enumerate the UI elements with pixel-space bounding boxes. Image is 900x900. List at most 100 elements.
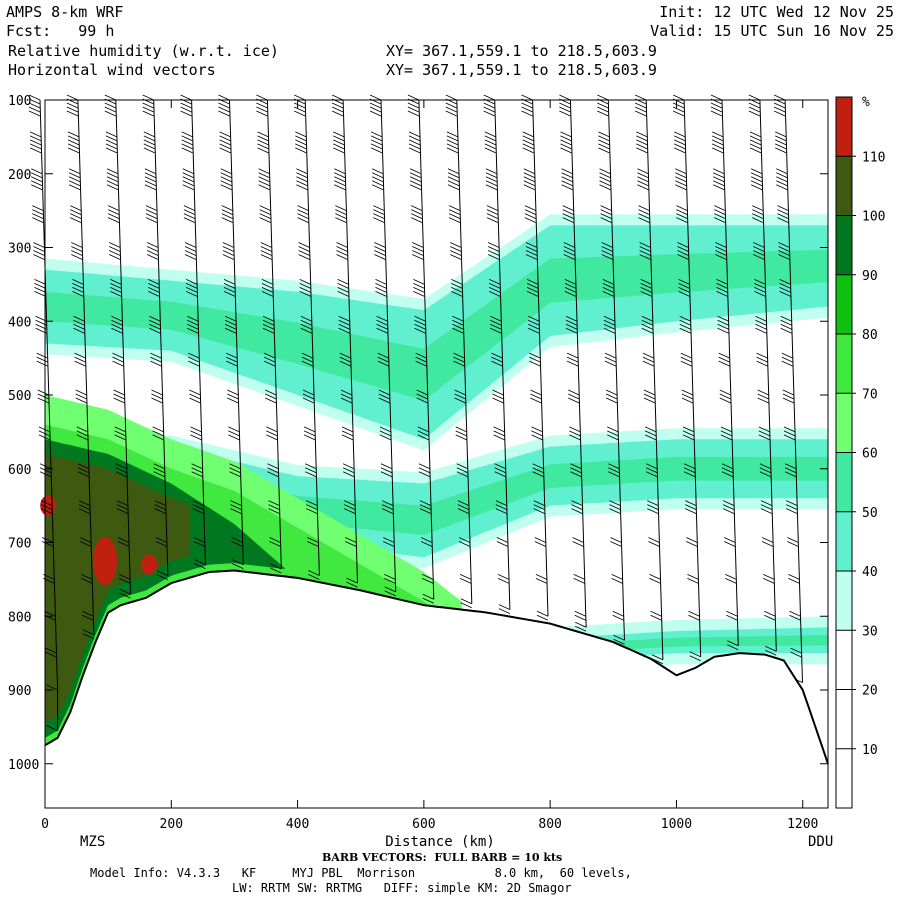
barb-feather	[384, 578, 396, 584]
barb-feather	[148, 291, 160, 297]
barb-feather	[419, 504, 432, 510]
barb-feather	[152, 426, 164, 433]
barb-feather	[416, 397, 428, 404]
barb-feather	[788, 574, 800, 580]
barb-feather	[301, 356, 314, 363]
colorbar-label: 40	[862, 565, 878, 580]
barb-feather	[115, 467, 127, 474]
barb-feather	[677, 250, 689, 256]
barb-feather	[483, 94, 495, 101]
barb-feather	[150, 360, 162, 367]
barb-feather	[484, 139, 496, 146]
barb-feather	[650, 610, 662, 617]
barb-feather	[536, 610, 549, 617]
barb-feather	[296, 184, 308, 191]
barb-feather	[681, 393, 694, 400]
barb-feather	[229, 463, 241, 470]
barb-feather	[184, 250, 197, 256]
barb-feather	[452, 323, 464, 330]
barb-feather	[184, 254, 197, 260]
barb-feather	[150, 352, 162, 359]
barb-feather	[609, 504, 621, 510]
barb-feather	[38, 434, 51, 441]
barb-feather	[498, 608, 511, 614]
barb-feather	[564, 283, 577, 289]
barb-feather	[749, 143, 762, 150]
barb-feather	[526, 279, 539, 285]
barb-feather	[189, 393, 201, 400]
barb-feather	[295, 139, 307, 146]
barb-feather	[485, 168, 498, 175]
barb-feather	[760, 500, 773, 506]
barb-feather	[76, 434, 88, 441]
barb-feather	[750, 168, 763, 175]
plot-frame	[44, 99, 829, 809]
barb-feather	[640, 287, 652, 293]
barb-feather	[267, 467, 279, 474]
barb-feather	[377, 356, 389, 363]
barb-feather	[492, 393, 504, 400]
barb-feather	[187, 315, 199, 322]
barb-feather	[755, 327, 767, 334]
barb-feather	[68, 168, 81, 175]
barb-feather	[674, 139, 686, 146]
barb-feather	[143, 135, 155, 142]
barb-feather	[599, 168, 611, 175]
barb-feather	[383, 537, 395, 543]
barb-feather	[218, 102, 230, 109]
barb-feather	[523, 180, 535, 187]
barb-feather	[144, 184, 157, 191]
barb-feather	[342, 467, 355, 474]
barb-feather	[609, 500, 621, 506]
barb-feather	[344, 504, 356, 510]
barb-feather	[111, 319, 123, 326]
xsec-coords-1: XY= 367.1,559.1 to 218.5,603.9	[386, 42, 657, 60]
barb-feather	[687, 578, 699, 584]
barb-feather	[685, 508, 697, 514]
barb-feather	[455, 426, 467, 433]
barb-feather	[775, 131, 787, 138]
barb-feather	[298, 250, 310, 256]
barb-feather	[373, 217, 385, 223]
barb-feather	[257, 131, 269, 138]
barb-feather	[490, 319, 502, 326]
barb-feather	[722, 500, 735, 506]
barb-feather	[151, 389, 163, 396]
barb-feather	[526, 291, 539, 297]
barb-feather	[156, 570, 169, 577]
barb-feather	[72, 291, 84, 297]
barb-feather	[456, 463, 468, 470]
barb-feather	[258, 184, 270, 191]
barb-feather	[608, 471, 620, 478]
barb-feather	[104, 102, 116, 109]
barb-column	[39, 99, 59, 731]
barb-feather	[451, 291, 463, 297]
barb-feather	[230, 508, 242, 514]
barb-feather	[612, 614, 624, 621]
barb-feather	[257, 135, 269, 142]
barb-feather	[372, 172, 384, 179]
barb-feather	[71, 242, 83, 248]
barb-feather	[689, 651, 701, 658]
barb-feather	[689, 655, 701, 662]
colorbar-label: 70	[862, 387, 878, 402]
barb-feather	[376, 323, 388, 330]
barb-feather	[380, 463, 393, 470]
barb-feather	[600, 209, 612, 215]
barb-feather	[377, 360, 389, 367]
barb-feather	[727, 640, 739, 647]
colorbar-swatch	[836, 215, 852, 275]
barb-feather	[419, 500, 432, 506]
barb-feather	[31, 176, 43, 183]
barb-feather	[181, 131, 193, 138]
barb-feather	[372, 176, 384, 183]
barb-feather	[294, 106, 306, 113]
barb-feather	[675, 184, 687, 191]
barb-column	[721, 99, 739, 646]
barb-feather	[447, 172, 460, 179]
barb-feather	[718, 356, 730, 363]
barb-feather	[486, 217, 499, 223]
barb-feather	[523, 176, 535, 183]
barb-feather	[761, 541, 774, 547]
barb-feather	[676, 213, 688, 219]
